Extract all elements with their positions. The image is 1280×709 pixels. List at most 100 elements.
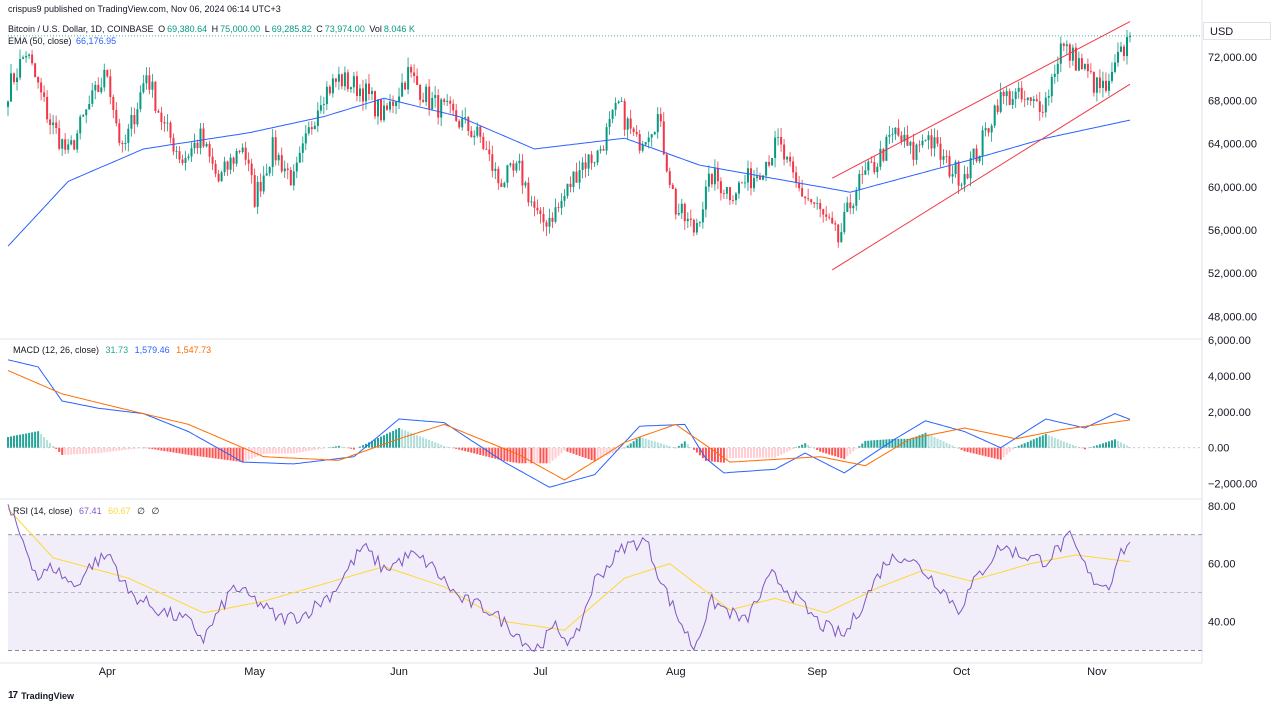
macd-histogram-bar (365, 443, 367, 448)
macd-histogram-bar (422, 437, 425, 448)
macd-histogram-bar (244, 447, 247, 461)
candle-body (1020, 87, 1023, 100)
macd-histogram-bar (265, 447, 268, 454)
candle-body (996, 105, 999, 112)
macd-histogram-bar (659, 443, 662, 448)
candle-body (16, 77, 18, 82)
macd-histogram-bar (82, 447, 85, 454)
candle-body (337, 74, 340, 82)
macd-histogram-bar (819, 447, 822, 452)
macd-tick-label: 0.00 (1208, 443, 1229, 455)
macd-histogram-bar (1092, 446, 1095, 448)
candle-body (855, 190, 858, 206)
candle-body (822, 209, 825, 215)
macd-histogram-bar (352, 447, 355, 450)
candle-body (617, 101, 620, 103)
candle-body (359, 88, 361, 96)
macd-histogram-bar (133, 447, 136, 449)
macd-histogram-bar (301, 447, 304, 452)
candle-body (512, 163, 515, 171)
candle-body (190, 148, 193, 157)
macd-histogram-bar (960, 447, 963, 450)
candle-body (659, 114, 662, 122)
macd-histogram-bar (181, 447, 184, 454)
macd-histogram-bar (295, 447, 298, 453)
candle-body (449, 100, 452, 104)
candle-body (109, 76, 112, 97)
candle-body (356, 76, 358, 96)
candle-body (274, 137, 277, 161)
macd-histogram-bar (572, 447, 575, 454)
macd-histogram-bar (328, 447, 331, 448)
symbol-title[interactable]: Bitcoin / U.S. Dollar, 1D, COINBASE (8, 24, 154, 34)
candle-body (235, 151, 238, 164)
candle-body (554, 207, 557, 222)
macd-legend[interactable]: MACD (12, 26, close) 31.73 1,579.46 1,54… (13, 345, 211, 355)
candle-body (193, 142, 196, 149)
candle-body (362, 88, 364, 102)
macd-histogram-bar (840, 447, 843, 459)
macd-histogram-bar (112, 447, 115, 452)
candle-body (804, 196, 807, 199)
candle-body (605, 127, 608, 151)
macd-histogram-bar (795, 447, 798, 448)
macd-histogram-bar (978, 447, 981, 455)
macd-histogram-bar (888, 439, 891, 448)
macd-histogram-bar (479, 447, 482, 455)
macd-histogram-bar (410, 432, 413, 448)
candle-body (879, 148, 882, 167)
macd-histogram-bar (205, 447, 208, 458)
currency-selector[interactable]: USD (1203, 22, 1271, 40)
macd-histogram-bar (473, 447, 476, 454)
candle-body (725, 187, 728, 194)
macd-histogram-bar (506, 447, 509, 462)
macd-histogram-bar (542, 447, 545, 464)
candle-body (404, 82, 407, 90)
candle-body (133, 115, 136, 125)
ema-legend[interactable]: EMA (50, close) 66,176.95 (8, 36, 118, 46)
candle-body (169, 122, 172, 138)
candle-body (719, 181, 722, 194)
footer-brand[interactable]: 17 TradingView (8, 690, 74, 701)
candle-body (428, 86, 431, 110)
macd-histogram-bar (747, 447, 749, 458)
macd-histogram-bar (810, 446, 813, 448)
candle-body (295, 162, 298, 172)
macd-histogram-bar (40, 434, 43, 448)
candle-body (707, 173, 710, 187)
candle-body (313, 125, 316, 130)
candle-body (223, 161, 226, 173)
macd-histogram-bar (356, 447, 358, 449)
macd-histogram-bar (834, 447, 837, 457)
candle-body (1077, 58, 1080, 71)
macd-histogram-bar (656, 442, 659, 448)
candle-body (199, 128, 202, 149)
macd-histogram-bar (831, 447, 834, 456)
candle-body (795, 172, 798, 183)
macd-histogram-bar (419, 436, 422, 448)
candle-body (590, 154, 593, 163)
macd-histogram-bar (822, 447, 825, 453)
macd-histogram-bar (617, 447, 620, 451)
candle-body (181, 159, 184, 163)
candle-body (205, 144, 208, 147)
candle-body (304, 133, 307, 144)
macd-histogram-bar (771, 447, 774, 458)
candle-body (1102, 80, 1104, 88)
candle-body (867, 161, 870, 171)
candle-body (876, 166, 879, 173)
macd-histogram-bar (124, 447, 127, 450)
macd-histogram-bar (253, 447, 256, 458)
macd-histogram-bar (488, 447, 491, 458)
macd-histogram-bar (428, 439, 431, 448)
rsi-legend[interactable]: RSI (14, close) 67.41 60.67 ∅ ∅ (13, 506, 159, 517)
macd-histogram-bar (389, 432, 391, 448)
macd-histogram-bar (756, 447, 758, 458)
candle-body (903, 134, 906, 142)
candle-body (966, 173, 969, 179)
macd-histogram-bar (377, 438, 379, 448)
macd-histogram-bar (873, 440, 876, 448)
candle-body (25, 55, 28, 58)
macd-histogram-bar (581, 447, 584, 457)
